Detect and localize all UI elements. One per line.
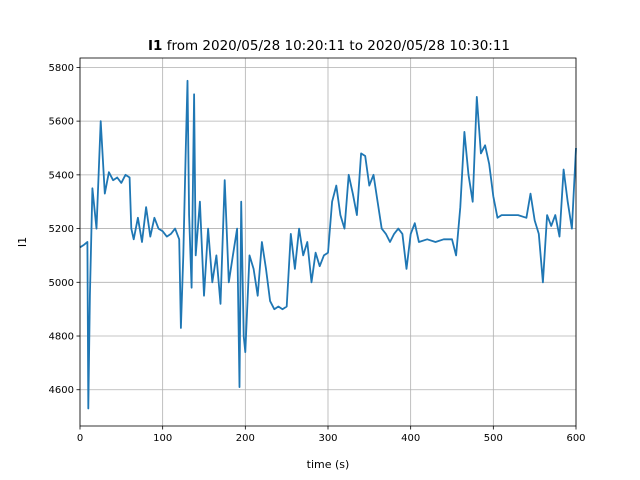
x-tick-label: 300 <box>318 433 337 444</box>
x-tick-label: 0 <box>77 433 83 444</box>
x-tick-label: 400 <box>401 433 420 444</box>
y-tick-label: 5400 <box>49 170 74 181</box>
y-tick-label: 5000 <box>49 278 74 289</box>
x-axis-ticks: 0 100 200 300 400 500 600 <box>77 426 586 444</box>
x-tick-label: 200 <box>236 433 255 444</box>
y-axis-title: I1 <box>16 237 29 247</box>
chart-title-rest: from 2020/05/28 10:20:11 to 2020/05/28 1… <box>162 38 510 54</box>
chart-title-bold: I1 <box>148 38 162 54</box>
y-tick-label: 4800 <box>49 332 74 343</box>
series-line-0 <box>79 79 577 410</box>
x-tick-label: 100 <box>153 433 172 444</box>
grid-lines <box>79 58 577 426</box>
x-tick-label: 600 <box>566 433 585 444</box>
y-tick-label: 5600 <box>49 117 74 128</box>
x-axis-title: time (s) <box>307 458 350 471</box>
y-tick-label: 4600 <box>49 385 74 396</box>
series-group <box>79 79 577 410</box>
chart-title: I1 from 2020/05/28 10:20:11 to 2020/05/2… <box>148 38 510 54</box>
x-tick-label: 500 <box>484 433 503 444</box>
y-tick-label: 5200 <box>49 224 74 235</box>
y-tick-label: 5800 <box>49 63 74 74</box>
y-axis-ticks: 4600 4800 5000 5200 5400 5600 5800 <box>49 63 80 396</box>
